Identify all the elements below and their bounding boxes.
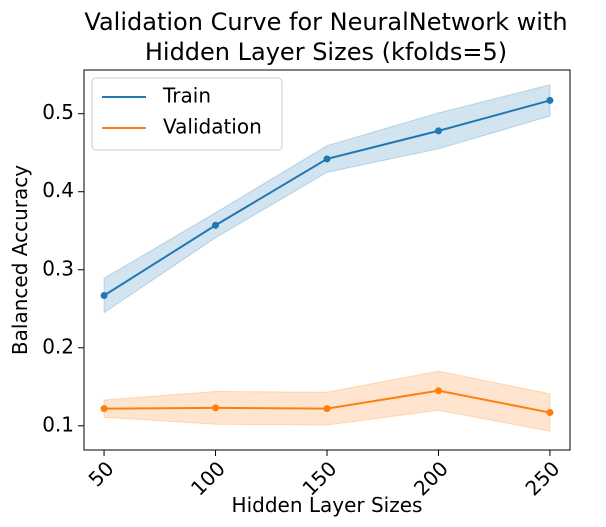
y-tick-label: 0.2 (42, 334, 74, 358)
validation-point (434, 387, 442, 395)
x-tick-label: 100 (186, 456, 230, 500)
validation-point (546, 409, 554, 417)
x-tick-label: 50 (84, 456, 119, 491)
validation-point (100, 405, 108, 413)
y-axis: 0.1 0.2 0.3 0.4 0.5 (42, 100, 84, 436)
train-point (546, 96, 554, 104)
y-axis-label: Balanced Accuracy (8, 165, 32, 355)
validation-point (212, 404, 220, 412)
x-tick-label: 250 (520, 456, 564, 500)
x-axis-label: Hidden Layer Sizes (232, 493, 423, 517)
train-confidence-band (103, 84, 551, 314)
y-tick-label: 0.5 (42, 100, 74, 124)
y-tick-label: 0.4 (42, 178, 74, 202)
legend-label-train: Train (162, 84, 211, 108)
chart-title-line-2: Hidden Layer Sizes (kfolds=5) (145, 38, 507, 66)
plot-area (100, 84, 554, 432)
validation-confidence-band (103, 370, 551, 432)
legend: Train Validation (91, 77, 283, 151)
chart-title-line-1: Validation Curve for NeuralNetwork with (84, 8, 567, 36)
legend-label-validation: Validation (163, 115, 262, 139)
train-point (323, 155, 331, 163)
train-point (100, 292, 108, 300)
train-point (434, 127, 442, 135)
y-tick-label: 0.3 (42, 256, 74, 280)
train-point (212, 221, 220, 229)
y-tick-label: 0.1 (42, 412, 74, 436)
validation-point (323, 405, 331, 413)
